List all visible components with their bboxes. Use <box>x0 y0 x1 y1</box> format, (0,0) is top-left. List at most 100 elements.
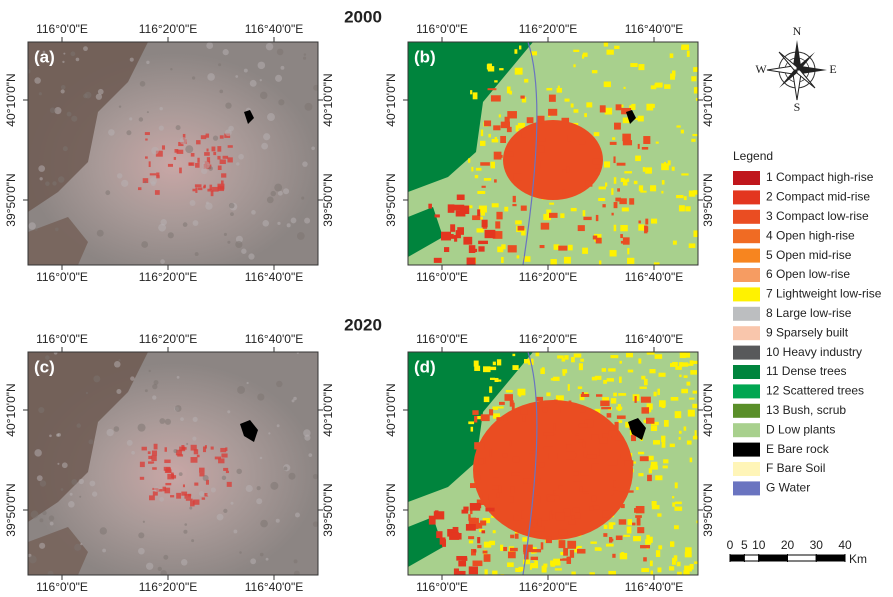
lightweight-lowrise <box>592 70 597 73</box>
lightweight-lowrise <box>512 354 515 356</box>
compact-lowrise <box>573 471 579 476</box>
compact-lowrise <box>538 518 542 526</box>
lon-label: 116°0'0"E <box>36 22 88 36</box>
texture <box>275 75 282 82</box>
panel-label: (c) <box>34 357 55 376</box>
compact-lowrise <box>543 407 548 412</box>
legend-label: D Low plants <box>766 422 835 436</box>
compact-lowrise <box>481 414 490 421</box>
lightweight-lowrise <box>564 257 571 264</box>
compact-lowrise <box>641 397 651 403</box>
texture <box>63 53 65 55</box>
lightweight-lowrise <box>653 440 660 444</box>
compact-lowrise <box>533 495 540 502</box>
lightweight-lowrise <box>522 537 527 541</box>
compact-lowrise <box>569 401 572 405</box>
legend-swatch <box>733 307 760 321</box>
compact-lowrise <box>568 135 571 142</box>
compact-lowrise <box>592 464 599 470</box>
legend-swatch <box>733 423 760 437</box>
lightweight-lowrise <box>674 525 679 529</box>
lightweight-lowrise <box>672 496 674 498</box>
compact-lowrise <box>493 125 500 130</box>
lightweight-lowrise <box>684 375 688 378</box>
urban-speck <box>145 156 148 158</box>
lightweight-lowrise <box>560 213 564 218</box>
compact-lowrise <box>578 225 585 231</box>
lightweight-lowrise <box>605 182 607 186</box>
lightweight-lowrise <box>484 178 491 181</box>
urban-speck <box>193 499 199 504</box>
compact-lowrise <box>573 477 583 482</box>
lightweight-lowrise <box>685 206 690 211</box>
compact-lowrise <box>470 483 476 488</box>
scale-label: 10 <box>752 538 766 552</box>
compact-lowrise <box>607 413 612 417</box>
lightweight-lowrise <box>571 357 575 362</box>
lat-label: 39°50'0"N <box>321 173 335 226</box>
urban-speck <box>450 224 455 232</box>
legend-label: G Water <box>766 481 810 495</box>
lightweight-lowrise <box>681 389 688 393</box>
scale-segment <box>744 555 758 561</box>
texture <box>71 116 77 122</box>
lightweight-lowrise <box>658 545 662 549</box>
compact-lowrise <box>484 554 491 562</box>
urban-speck <box>215 457 221 460</box>
texture <box>227 241 230 244</box>
lightweight-lowrise <box>638 358 641 363</box>
scale-label: 5 <box>741 538 748 552</box>
lon-label: 116°40'0"E <box>625 332 684 346</box>
texture <box>181 559 188 566</box>
urban-speck <box>165 469 172 473</box>
lat-label: 40°10'0"N <box>321 383 335 436</box>
lightweight-lowrise <box>614 177 616 184</box>
legend-label: 11 Dense trees <box>766 364 847 378</box>
lightweight-lowrise <box>687 441 692 445</box>
compact-lowrise <box>520 408 527 415</box>
legend-swatch <box>733 404 760 418</box>
lightweight-lowrise <box>620 225 627 231</box>
compact-lowrise <box>632 523 635 526</box>
texture <box>140 81 146 87</box>
compact-lowrise <box>617 188 620 191</box>
urban-speck <box>207 157 210 162</box>
lightweight-lowrise <box>676 195 683 198</box>
texture <box>262 220 269 227</box>
compact-lowrise <box>512 457 519 463</box>
compact-lowrise <box>583 491 589 493</box>
compact-lowrise <box>488 88 497 90</box>
compact-lowrise <box>608 459 617 465</box>
texture <box>191 539 194 542</box>
lightweight-lowrise <box>568 384 570 391</box>
urban-speck <box>179 168 182 174</box>
texture <box>241 249 246 254</box>
lat-label: 40°10'0"N <box>701 383 715 436</box>
lightweight-lowrise <box>679 205 685 211</box>
urban-speck <box>205 445 207 448</box>
compact-lowrise <box>602 511 609 518</box>
lightweight-lowrise <box>681 130 684 134</box>
urban-speck <box>175 149 179 153</box>
texture <box>271 191 276 196</box>
urban-speck <box>482 530 486 533</box>
urban-speck <box>469 566 478 574</box>
texture <box>159 107 163 111</box>
urban-speck <box>220 448 226 452</box>
lightweight-lowrise <box>659 373 666 377</box>
lightweight-lowrise <box>618 420 622 423</box>
figure: 2000 2020 N S E W Legend (a)116°0'0"E116… <box>0 0 893 592</box>
texture <box>62 462 68 468</box>
legend-label: 9 Sparsely built <box>766 325 849 339</box>
urban-speck <box>191 153 195 157</box>
texture <box>165 419 171 425</box>
lightweight-lowrise <box>517 255 520 258</box>
urban-speck <box>217 146 221 152</box>
texture <box>283 188 289 194</box>
legend-label: 5 Open mid-rise <box>766 248 852 262</box>
compact-lowrise <box>523 416 526 422</box>
texture <box>266 43 273 50</box>
map-panel: (a)116°0'0"E116°0'0"E116°20'0"E116°20'0"… <box>4 22 335 284</box>
texture <box>224 233 227 236</box>
lightweight-lowrise <box>586 102 592 107</box>
